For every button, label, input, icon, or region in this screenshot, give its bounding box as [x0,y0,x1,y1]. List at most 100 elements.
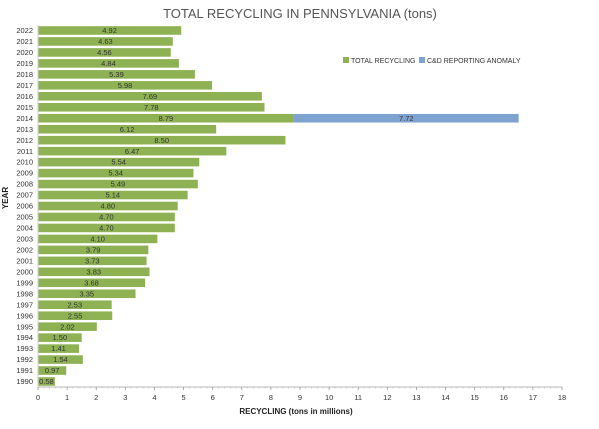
x-tick-label: 8 [269,393,273,402]
data-label: 6.12 [120,125,135,134]
data-label: 4.70 [99,224,114,233]
y-tick-label: 1997 [16,300,33,309]
y-tick-label: 2003 [16,235,33,244]
y-tick-label: 2001 [16,256,33,265]
legend-swatch [343,57,349,63]
data-label: 8.50 [154,136,169,145]
y-tick-label: 2002 [16,245,33,254]
y-axis-title: YEAR [1,187,10,209]
bar-total-recycling [38,124,217,134]
y-tick-label: 2005 [16,213,33,222]
legend-swatch [419,57,425,63]
bar-cd-anomaly [293,113,519,123]
x-tick-label: 11 [354,393,362,402]
bar-total-recycling [38,377,55,386]
bar-total-recycling [38,146,227,156]
y-tick-label: 1998 [16,289,33,298]
y-tick-label: 2007 [16,191,33,200]
bar-total-recycling [38,179,198,189]
legend-label: TOTAL RECYCLING [351,58,415,65]
x-tick-label: 12 [383,393,391,402]
chart-title: TOTAL RECYCLING IN PENNSYLVANIA (tons) [163,6,437,21]
y-tick-label: 2019 [16,59,33,68]
axes: 0 1 2 3 4 5 6 7 8 9 10 11 12 13 14 15 16 17 18202220212020… [16,25,566,402]
data-label: 8.79 [159,114,174,123]
x-tick-label: 2 [94,393,98,402]
data-label: 1.50 [53,333,68,342]
bar-total-recycling [38,59,179,68]
bar-total-recycling [38,157,200,167]
bar-total-recycling [38,26,182,35]
legend-item: C&D REPORTING ANOMALY [419,57,521,65]
y-tick-label: 2015 [16,103,33,112]
y-tick-label: 2020 [16,48,33,57]
bar-total-recycling [38,300,112,310]
bar-total-recycling [38,289,136,299]
y-tick-label: 2010 [16,158,33,167]
bar-total-recycling [38,48,171,57]
data-label: 5.54 [111,158,126,167]
data-label: 3.79 [86,245,101,254]
data-label: 2.53 [68,300,83,309]
y-tick-label: 2013 [16,125,33,134]
bar-total-recycling [38,256,147,266]
y-tick-label: 2012 [16,136,33,145]
data-label: 5.39 [109,70,124,79]
data-label: 3.73 [85,256,100,265]
bar-total-recycling [38,245,149,255]
y-tick-label: 2009 [16,169,33,178]
data-label: 7.78 [144,103,159,112]
x-tick-label: 6 [211,393,215,402]
legend-label: C&D REPORTING ANOMALY [427,58,521,65]
x-tick-label: 7 [240,393,244,402]
data-label: 7.72 [399,114,414,123]
data-label: 4.56 [97,48,112,57]
x-axis-title: RECYCLING (tons in millions) [239,407,353,416]
x-tick-label: 17 [529,393,537,402]
x-tick-label: 1 [65,393,69,402]
y-tick-label: 2011 [17,147,33,156]
bar-total-recycling [38,223,175,233]
bar-total-recycling [38,113,294,123]
y-tick-label: 1999 [16,278,33,287]
bar-total-recycling [38,311,113,320]
bar-total-recycling [38,344,80,353]
y-tick-label: 1991 [16,366,33,375]
y-tick-label: 1990 [16,377,33,386]
y-tick-label: 2021 [16,37,33,46]
data-label: 4.80 [101,202,116,211]
legend-item: TOTAL RECYCLING [343,57,415,65]
data-label: 1.41 [51,344,66,353]
y-tick-label: 2022 [16,26,33,35]
data-label: 5.34 [108,169,123,178]
x-tick-label: 0 [36,393,40,402]
x-tick-label: 16 [500,393,508,402]
x-tick-label: 15 [470,393,478,402]
y-tick-label: 2014 [16,114,33,123]
x-tick-label: 18 [558,393,566,402]
data-label: 7.69 [143,92,158,101]
data-label: 2.55 [68,311,83,320]
legend: TOTAL RECYCLING C&D REPORTING ANOMALY [343,57,521,65]
bar-total-recycling [38,102,265,112]
data-label: 5.98 [118,81,133,90]
data-label: 4.10 [90,235,105,244]
data-label: 2.02 [60,322,75,331]
y-tick-label: 1995 [16,322,33,331]
data-label: 4.70 [99,213,114,222]
bar-total-recycling [38,267,150,277]
data-label: 0.58 [39,377,54,386]
y-tick-label: 2006 [16,202,33,211]
bar-total-recycling [38,278,146,288]
y-tick-label: 1992 [16,355,33,364]
bar-total-recycling [38,201,178,211]
data-label: 4.63 [98,37,113,46]
bar-total-recycling [38,322,97,331]
bars [38,26,519,386]
y-tick-label: 2004 [16,224,33,233]
bar-total-recycling [38,70,195,79]
bar-total-recycling [38,366,67,375]
data-label: 5.14 [106,191,121,200]
data-label: 6.47 [125,147,140,156]
